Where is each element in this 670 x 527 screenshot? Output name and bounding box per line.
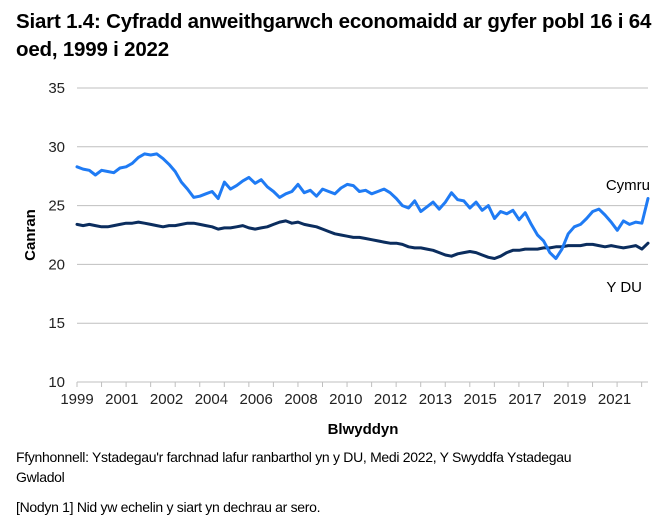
x-tick-label: 2002	[150, 391, 183, 408]
x-tick-label: 2006	[240, 391, 273, 408]
series-label-cymru: Cymru	[606, 177, 650, 194]
y-axis-ticks: 10 15 20 25 30 35	[48, 80, 65, 391]
y-tick-label: 10	[48, 374, 65, 391]
note-text: [Nodyn 1] Nid yw echelin y siart yn dech…	[16, 499, 321, 515]
x-tick-label: 2013	[419, 391, 452, 408]
x-tick-label: 2004	[195, 391, 228, 408]
x-tick-label: 2021	[598, 391, 631, 408]
x-tick-label: 1999	[60, 391, 93, 408]
y-tick-label: 30	[48, 139, 65, 156]
source-text: Ffynhonnell: Ystadegau'r farchnad lafur …	[16, 449, 572, 485]
x-tick-label: 2012	[374, 391, 407, 408]
x-tick-label: 2008	[284, 391, 317, 408]
chart-title: Siart 1.4: Cyfradd anweithgarwch economa…	[16, 10, 652, 61]
x-tick-label: 2010	[329, 391, 362, 408]
x-tick-label: 2001	[105, 391, 138, 408]
y-tick-label: 20	[48, 256, 65, 273]
x-axis: 1999 2001 2002 2004 2006 2008 2010 2012 2013 2015…	[60, 382, 643, 408]
y-axis-title: Canran	[22, 209, 39, 261]
y-tick-label: 15	[48, 315, 65, 332]
y-tick-label: 35	[48, 80, 65, 97]
y-tick-label: 25	[48, 198, 65, 215]
x-tick-label: 2015	[464, 391, 497, 408]
x-tick-label: 2017	[508, 391, 541, 408]
x-tick-label: 2019	[553, 391, 586, 408]
gridlines	[77, 87, 648, 383]
series-line-y-du	[75, 219, 650, 260]
x-axis-title: Blwyddyn	[328, 421, 399, 438]
series-label-y-du: Y DU	[606, 279, 642, 296]
series-line-cymru	[75, 152, 650, 260]
line-chart: 10 15 20 25 30 35 1999 2001 2002 2004 2006 2008 201…	[22, 80, 650, 438]
series-lines	[75, 152, 650, 260]
